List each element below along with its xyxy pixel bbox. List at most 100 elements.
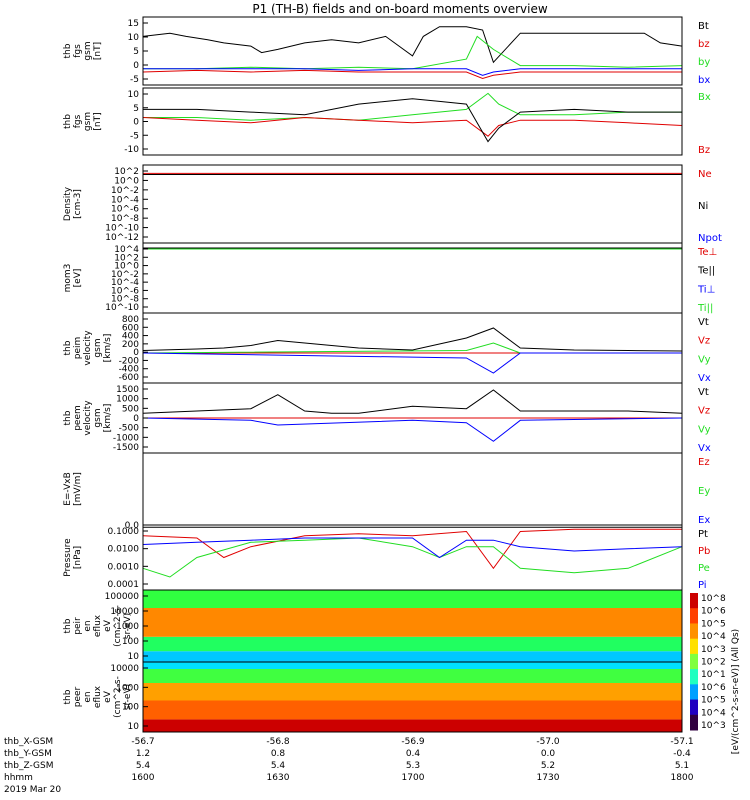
y-tick-label: 10^2 xyxy=(114,167,139,177)
y-tick-label: 0.1000 xyxy=(108,527,140,537)
panel-pressure: 0.1000 0.0100 0.0010 0.0001 Pressure[nPa] Pt P… xyxy=(63,524,710,591)
spectrogram-band xyxy=(143,662,682,669)
y-axis-label: mom3[eV] xyxy=(63,264,83,293)
axis-tick-value: 0.4 xyxy=(406,749,421,759)
colorbar-label: [eV/(cm^2-s-sr-eV)] (All Qs) xyxy=(731,629,741,754)
y-tick-label: 10^-8 xyxy=(111,295,139,305)
axis-tick-value: 5.4 xyxy=(271,761,286,771)
legend-entry: Vt xyxy=(698,317,709,328)
legend-entry: Vz xyxy=(698,336,710,347)
y-tick-label: 5 xyxy=(133,104,139,114)
y-axis-label: thbpeimvelocitygsm[km/s] xyxy=(63,330,113,366)
axis-date: 2019 Mar 20 xyxy=(4,785,61,795)
y-tick-label: 10000 xyxy=(110,607,139,617)
y-tick-label: 10^-12 xyxy=(105,233,139,243)
y-tick-label: 10^-4 xyxy=(111,195,139,205)
colorbar-tick: 10^8 xyxy=(701,594,726,604)
y-tick-label: 10^-6 xyxy=(111,205,139,215)
y-tick-label: 1000 xyxy=(116,683,139,693)
spectrogram-band xyxy=(143,669,682,683)
colorbar-segment xyxy=(690,699,698,716)
time-axis: thb_X-GSM -56.7 -56.8 -56.9 -57.0 -57.1 thb_Y-… xyxy=(4,737,694,795)
legend-entry: Bz xyxy=(698,145,710,156)
axis-tick-value: -57.1 xyxy=(670,737,693,747)
y-tick-label: 400 xyxy=(122,332,139,342)
y-axis-label: Pressure[nPa] xyxy=(63,538,83,577)
y-tick-label: 800 xyxy=(122,315,139,325)
spectrogram-band xyxy=(143,719,682,732)
y-tick-label: 10 xyxy=(128,33,140,43)
spectrogram-band xyxy=(143,608,682,637)
legend-entry: Ne xyxy=(698,169,712,180)
colorbar-tick: 10^6 xyxy=(701,607,726,617)
panel-frame xyxy=(142,16,683,86)
y-tick-label: 200 xyxy=(122,340,139,350)
legend-entry: Bt xyxy=(698,21,709,32)
series-line-vt xyxy=(142,389,683,414)
y-axis-label: Density[cm-3] xyxy=(63,186,83,221)
axis-tick-value: 5.1 xyxy=(675,761,689,771)
y-tick-label: 0.0100 xyxy=(108,545,140,555)
colorbar-segment xyxy=(690,608,698,624)
panel-frame xyxy=(142,242,683,314)
legend-entry: Pi xyxy=(698,580,707,591)
axis-row-label: hhmm xyxy=(4,773,33,783)
legend-entry: Pe xyxy=(698,563,710,574)
series-line-bz xyxy=(142,69,682,80)
legend-entry: Npot xyxy=(698,233,722,244)
legend-entry: Te|| xyxy=(697,266,715,277)
y-tick-label: 15 xyxy=(128,19,139,29)
y-axis-label: thbfgsgsm[nT] xyxy=(63,112,103,131)
y-tick-label: 5 xyxy=(133,47,139,57)
y-tick-label: 10^-2 xyxy=(111,270,139,280)
y-tick-label: 0 xyxy=(133,61,139,71)
colorbar-tick: 10^4 xyxy=(701,632,726,642)
y-tick-label: -400 xyxy=(119,365,140,375)
legend-entry: Vx xyxy=(698,373,711,384)
y-tick-label: 10 xyxy=(128,722,140,732)
axis-tick-value: -57.0 xyxy=(536,737,560,747)
axis-tick-value: -56.8 xyxy=(266,737,290,747)
spectrogram-band xyxy=(143,700,682,720)
spectrogram-band xyxy=(143,636,682,652)
colorbar-segment xyxy=(690,638,698,655)
y-tick-label: 600 xyxy=(122,323,139,333)
axis-tick-value: 1700 xyxy=(402,773,425,783)
axis-row-label: thb_Y-GSM xyxy=(4,749,52,759)
y-tick-label: 100 xyxy=(122,703,139,713)
legend-entry: Pt xyxy=(698,529,708,540)
series-line-vx xyxy=(142,352,682,374)
colorbar-segment xyxy=(690,684,698,701)
panel-peer: 10000 1000 100 10 thbpeerenefluxeV(cm^2-s-sr… xyxy=(63,661,683,733)
y-tick-label: 10 xyxy=(128,652,140,662)
panel-temp: 10^410^210^010^-210^-410^-610^-810^-10 mo… xyxy=(63,242,717,314)
axis-tick-value: -56.7 xyxy=(131,737,154,747)
colorbar-segment xyxy=(690,593,698,609)
axis-tick-value: 1730 xyxy=(537,773,560,783)
series-line-vx xyxy=(142,417,683,442)
axis-tick-value: 1600 xyxy=(132,773,155,783)
y-tick-label: 500 xyxy=(122,404,139,414)
panel-fgs: 15 10 5 0 -5 thbfgsgsm[nT] Bt bz by bx xyxy=(63,16,710,86)
legend-entry: Ti⊥ xyxy=(697,284,715,295)
y-tick-label: -1500 xyxy=(113,443,139,453)
series-line-bz xyxy=(142,116,683,137)
legend-entry: Ni xyxy=(698,201,708,212)
y-tick-label: 0 xyxy=(133,348,139,358)
legend-entry: Bx xyxy=(698,92,711,103)
axis-tick-value: 1.2 xyxy=(136,749,150,759)
legend-entry: Ez xyxy=(698,457,710,468)
legend-entry: Vt xyxy=(698,387,709,398)
y-tick-label: 100 xyxy=(122,637,139,647)
legend-entry: Vy xyxy=(698,354,711,365)
y-tick-label: -10 xyxy=(124,145,139,155)
colorbar-tick: 10^2 xyxy=(701,658,726,668)
y-tick-label: -5 xyxy=(130,131,139,141)
legend-entry: by xyxy=(698,57,710,68)
spectrogram-band xyxy=(143,683,682,701)
y-tick-label: 10^-4 xyxy=(111,278,139,288)
colorbar-segment xyxy=(690,623,698,640)
figure-title: P1 (TH-B) fields and on-board moments ov… xyxy=(252,2,548,16)
axis-tick-value: 1630 xyxy=(267,773,290,783)
